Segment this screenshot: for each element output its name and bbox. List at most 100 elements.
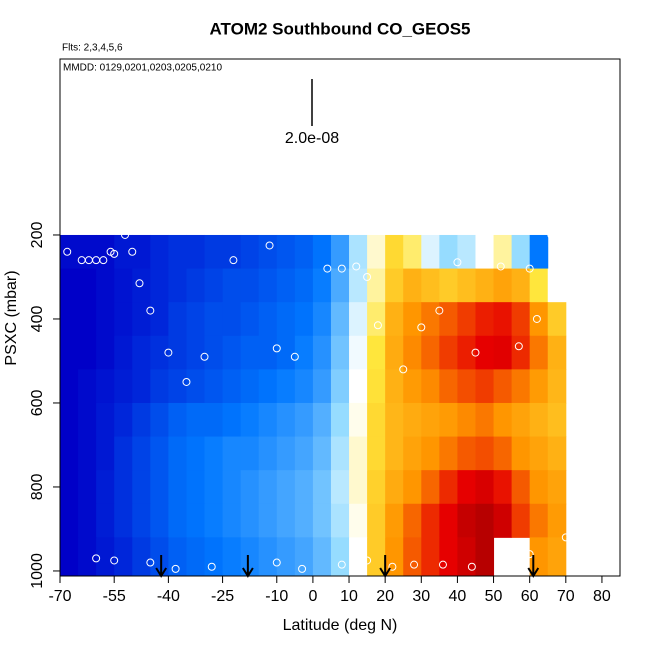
- flight-point: [525, 550, 534, 559]
- heat-cell: [222, 302, 242, 337]
- x-tick-label: 0: [308, 588, 317, 605]
- heat-cell: [60, 537, 79, 576]
- heat-cell: [240, 537, 260, 576]
- heat-cell: [132, 268, 151, 303]
- heat-cell: [258, 369, 278, 404]
- plot-frame: [59, 58, 621, 577]
- flight-point: [352, 262, 361, 271]
- heat-cell: [204, 369, 224, 404]
- heat-cell: [475, 470, 495, 505]
- heat-cell: [186, 436, 206, 471]
- x-tick-label: 60: [521, 588, 539, 605]
- heat-cell: [421, 537, 440, 576]
- heat-cell: [312, 369, 332, 404]
- heat-cell: [529, 234, 549, 270]
- flight-point: [337, 560, 346, 569]
- heat-cell: [294, 268, 314, 303]
- heat-cell: [421, 436, 440, 471]
- heat-cell: [186, 302, 206, 337]
- flight-point: [547, 230, 556, 239]
- heat-cell: [330, 402, 350, 438]
- heat-cell: [276, 503, 296, 538]
- flight-point: [496, 566, 505, 575]
- chart-title: ATOM2 Southbound CO_GEOS5: [210, 19, 471, 38]
- heat-cell: [312, 234, 332, 270]
- x-tick-label: -10: [265, 588, 288, 605]
- heat-cell: [186, 234, 206, 270]
- heat-cell: [367, 537, 386, 576]
- heat-cell: [457, 268, 476, 303]
- heat-cell: [421, 470, 440, 505]
- heat-cell: [240, 369, 260, 404]
- heat-cell: [240, 436, 260, 471]
- y-tick-label: 600: [29, 390, 46, 417]
- heat-cell: [168, 302, 187, 337]
- heat-cell: [493, 369, 513, 404]
- heat-cell: [547, 369, 567, 404]
- x-axis-label: Latitude (deg N): [283, 617, 398, 634]
- flight-point: [121, 230, 130, 239]
- heat-cell: [529, 436, 549, 471]
- heat-cell: [367, 503, 386, 538]
- heat-cell: [186, 402, 206, 438]
- heat-cell: [457, 503, 476, 538]
- heat-cell: [475, 436, 495, 471]
- flight-point: [135, 279, 144, 288]
- heat-cell: [493, 402, 513, 438]
- heat-cell: [547, 503, 567, 538]
- heat-cell: [150, 369, 169, 404]
- heat-cell: [60, 470, 79, 505]
- heat-cell: [367, 302, 386, 337]
- heat-cell: [529, 537, 549, 576]
- heat-cell: [150, 436, 169, 471]
- flight-point: [182, 377, 191, 386]
- heat-cell: [294, 335, 314, 370]
- flight-point: [323, 264, 332, 273]
- heat-cell: [457, 537, 476, 576]
- plot-area: [60, 230, 570, 578]
- heat-cell: [367, 268, 386, 303]
- heat-cell: [547, 268, 567, 303]
- heat-cell: [367, 369, 386, 404]
- heat-cell: [547, 402, 567, 438]
- heat-cell: [258, 335, 278, 370]
- heat-cell: [493, 234, 513, 270]
- heat-cell: [78, 436, 97, 471]
- flight-point: [514, 342, 523, 351]
- heat-cell: [349, 268, 368, 303]
- y-tick-label: 800: [29, 474, 46, 501]
- heat-cell: [529, 335, 549, 370]
- heat-cell: [457, 402, 476, 438]
- flight-point: [388, 562, 397, 571]
- heat-cell: [96, 436, 115, 471]
- subtitle: Flts: 2,3,4,5,6: [62, 43, 123, 54]
- heat-cell: [403, 503, 422, 538]
- heat-cell: [96, 335, 115, 370]
- heat-cell: [258, 470, 278, 505]
- heat-cell: [258, 234, 278, 270]
- heat-cell: [78, 503, 97, 538]
- heat-cell: [493, 436, 513, 471]
- heat-cell: [475, 234, 495, 270]
- heat-cell: [457, 335, 476, 370]
- heat-cell: [240, 470, 260, 505]
- heat-cell: [240, 503, 260, 538]
- heat-cell: [547, 537, 567, 576]
- heat-cell: [258, 268, 278, 303]
- heat-cell: [330, 369, 350, 404]
- heat-cell: [114, 436, 133, 471]
- heat-cell: [78, 402, 97, 438]
- heat-cell: [475, 302, 495, 337]
- heat-cell: [96, 369, 115, 404]
- x-tick-label: -25: [211, 588, 234, 605]
- heat-cell: [60, 268, 79, 303]
- heat-cell: [511, 369, 531, 404]
- x-tick-label: -70: [48, 588, 71, 605]
- heat-cell: [385, 369, 404, 404]
- heat-cell: [330, 537, 350, 576]
- heat-cell: [312, 335, 332, 370]
- heat-cell: [96, 268, 115, 303]
- flight-point: [561, 533, 570, 542]
- scale-label: 2.0e-08: [285, 130, 339, 147]
- heat-cell: [168, 436, 187, 471]
